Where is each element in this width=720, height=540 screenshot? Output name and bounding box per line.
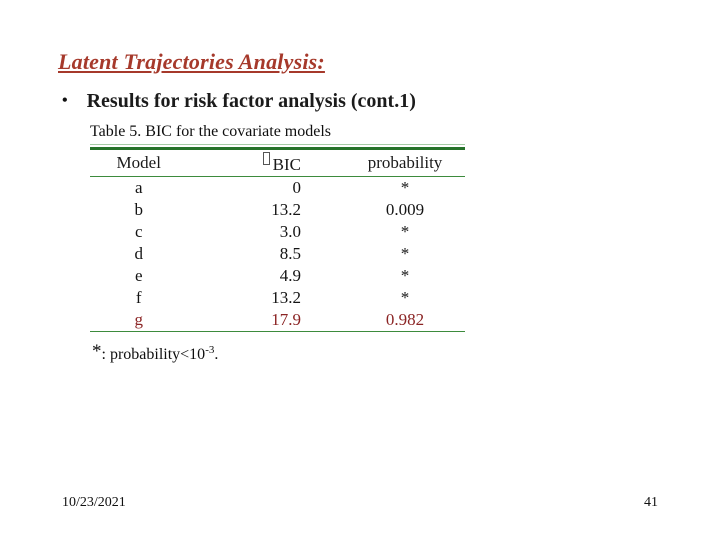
table-row: b 13.2 0.009 <box>90 199 465 221</box>
model-cell: b <box>134 200 144 219</box>
column-header-probability: probability <box>345 148 465 177</box>
bic-table: Model BIC probability a 0 * b 13.2 0.009… <box>90 147 465 332</box>
probability-cell: * <box>400 266 410 285</box>
model-cell: a <box>134 178 143 197</box>
table-header-row: Model BIC probability <box>90 148 465 177</box>
probability-cell: * <box>400 288 410 307</box>
bullet-item: • Results for risk factor analysis (cont.… <box>62 90 416 113</box>
table-footnote: *: probability<10-3. <box>92 341 218 364</box>
footer-page-number: 41 <box>644 495 658 510</box>
footer-date: 10/23/2021 <box>62 495 126 510</box>
model-cell: d <box>134 244 144 263</box>
table-row: f 13.2 * <box>90 287 465 309</box>
bic-cell: 3.0 <box>279 222 301 241</box>
column-header-bic-label: BIC <box>272 154 301 174</box>
footnote-body: : probability<10 <box>101 346 206 363</box>
probability-cell: * <box>400 244 410 263</box>
footnote-period: . <box>214 346 219 363</box>
probability-cell: * <box>400 222 410 241</box>
probability-cell: * <box>400 178 410 197</box>
footnote-superscript: -3 <box>205 344 215 356</box>
slide-title: Latent Trajectories Analysis: <box>58 49 325 74</box>
bic-cell: 13.2 <box>271 200 301 219</box>
table-row: d 8.5 * <box>90 243 465 265</box>
bullet-heading: Results for risk factor analysis (cont.1… <box>86 90 416 112</box>
bic-cell: 13.2 <box>271 288 301 307</box>
bic-table-container: Model BIC probability a 0 * b 13.2 0.009… <box>90 144 465 332</box>
model-cell: g <box>134 310 144 329</box>
table-row: a 0 * <box>90 177 465 200</box>
bullet-marker: • <box>62 92 68 109</box>
model-cell: f <box>135 288 142 307</box>
table-row: c 3.0 * <box>90 221 465 243</box>
bic-cell: 8.5 <box>279 244 301 263</box>
probability-cell: 0.009 <box>385 200 425 219</box>
model-cell: e <box>134 266 143 285</box>
table-row-highlighted: g 17.9 0.982 <box>90 309 465 332</box>
footnote-asterisk: * <box>92 341 102 362</box>
bic-cell: 4.9 <box>279 266 301 285</box>
column-header-model: Model <box>90 148 188 177</box>
table-row: e 4.9 * <box>90 265 465 287</box>
bic-cell: 17.9 <box>271 310 301 329</box>
model-cell: c <box>134 222 143 241</box>
column-header-bic: BIC <box>187 148 345 177</box>
missing-glyph-box-icon <box>262 151 270 165</box>
bic-cell: 0 <box>292 178 302 197</box>
probability-cell: 0.982 <box>385 310 425 329</box>
table-caption: Table 5. BIC for the covariate models <box>90 123 332 140</box>
